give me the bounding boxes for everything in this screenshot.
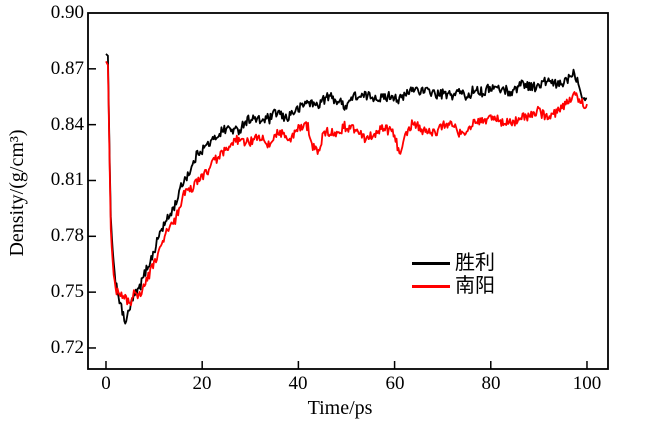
y-tick-label: 0.72	[50, 337, 84, 358]
legend-line-swatch-black	[412, 262, 450, 265]
legend: 胜利 南阳	[412, 252, 495, 298]
series-line-shengli	[105, 53, 588, 325]
legend-label: 胜利	[455, 252, 495, 274]
x-tick-label: 40	[288, 373, 308, 394]
y-tick-label: 0.90	[50, 2, 84, 23]
legend-label: 南阳	[455, 275, 495, 297]
series-line-nanyang	[105, 60, 588, 307]
x-axis-title: Time/ps	[307, 397, 373, 419]
legend-line-swatch-red	[412, 285, 450, 288]
x-tick-label: 100	[572, 373, 602, 394]
x-tick-label: 60	[385, 373, 405, 394]
y-tick-label: 0.84	[50, 114, 84, 135]
x-tick-label: 80	[481, 373, 501, 394]
y-tick-label: 0.75	[50, 281, 84, 302]
y-tick-label: 0.78	[50, 225, 84, 246]
y-tick-label: 0.81	[50, 169, 84, 190]
x-tick-label: 0	[101, 373, 111, 394]
legend-item-nanyang: 南阳	[412, 275, 495, 298]
y-axis-title: Density/(g/cm³)	[6, 129, 28, 257]
plot-frame	[87, 12, 609, 370]
legend-item-shengli: 胜利	[412, 252, 495, 275]
x-tick-label: 20	[192, 373, 212, 394]
y-tick-label: 0.87	[50, 58, 84, 79]
